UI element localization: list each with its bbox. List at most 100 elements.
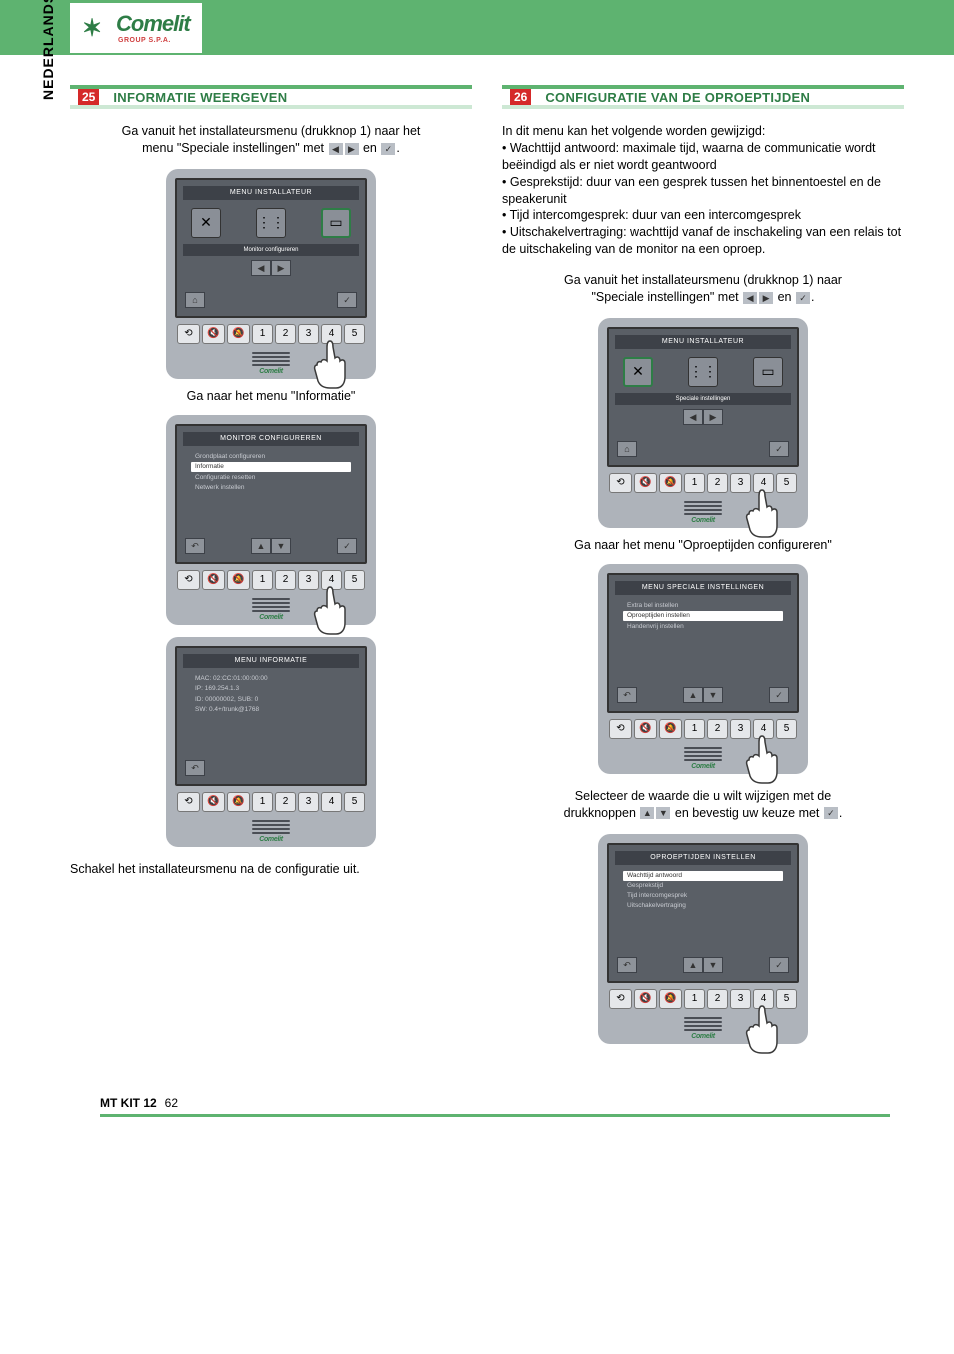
intro-text: Ga vanuit het installateursmenu (drukkno… <box>70 123 472 157</box>
section-header: 25 INFORMATIE WEERGEVEN <box>70 85 472 109</box>
page-footer: MT KIT 12 62 <box>0 1094 954 1137</box>
check-nav-icon: ✓ <box>337 292 357 308</box>
softkey-icon: ⟲ <box>609 719 632 739</box>
menu-item: Grondplaat configureren <box>191 452 351 462</box>
screen-app-icon: ▭ <box>321 208 351 238</box>
screen-subbar: Monitor configureren <box>183 244 359 256</box>
menu-item: Netwerk instellen <box>191 482 351 492</box>
softkey-icon: ⟲ <box>609 989 632 1009</box>
screen-app-icon: ▭ <box>753 357 783 387</box>
softkey-icon: 🔇 <box>202 792 225 812</box>
speaker-icon <box>684 1017 722 1031</box>
language-tab: NEDERLANDS <box>40 0 56 100</box>
footer-doc: MT KIT 12 <box>100 1096 157 1110</box>
right-arrow-icon: ▶ <box>345 143 359 155</box>
bullet-item: • Wachttijd antwoord: maximale tijd, waa… <box>502 140 904 174</box>
menu-item: Oproeptijden instellen <box>623 611 783 621</box>
nav-up-icon: ▲ <box>251 538 271 554</box>
check-nav-icon: ✓ <box>769 687 789 703</box>
softkey-icon: ⟲ <box>177 324 200 344</box>
screen-title: MENU INSTALLATEUR <box>183 186 359 200</box>
right-arrow-icon: ▶ <box>759 292 773 304</box>
device-brand: Comelit <box>175 614 367 621</box>
home-nav-icon: ⌂ <box>185 292 205 308</box>
device-brand: Comelit <box>607 1033 799 1040</box>
softkey-number: 1 <box>684 719 705 739</box>
nav-right-icon: ▶ <box>271 260 291 276</box>
softkey-number: 2 <box>275 324 296 344</box>
softkey-number: 1 <box>684 473 705 493</box>
softkey-number: 5 <box>776 989 797 1009</box>
device-screen: MONITOR CONFIGUREREN Grondplaat configur… <box>175 424 367 564</box>
softkey-number: 5 <box>344 570 365 590</box>
softkey-number: 5 <box>344 792 365 812</box>
softkey-number: 1 <box>252 792 273 812</box>
info-line: SW: 0.4+/trunk@1768 <box>191 704 351 714</box>
nav-up-icon: ▲ <box>683 957 703 973</box>
section-number: 25 <box>78 89 99 105</box>
softkey-number: 2 <box>707 473 728 493</box>
softkey-icon: 🔕 <box>227 570 250 590</box>
softkey-number: 2 <box>707 989 728 1009</box>
speaker-icon <box>252 352 290 366</box>
softkey-icon: 🔇 <box>634 719 657 739</box>
info-line: ID: 00000002, SUB: 0 <box>191 694 351 704</box>
footer-page: 62 <box>165 1096 178 1110</box>
softkey-icon: ⟲ <box>177 792 200 812</box>
screen-app-icon: ⋮⋮ <box>688 357 718 387</box>
softkey-icon: 🔇 <box>202 324 225 344</box>
left-arrow-icon: ◀ <box>743 292 757 304</box>
menu-item: Gesprekstijd <box>623 881 783 891</box>
finger-pointer-icon <box>312 585 348 635</box>
right-column: 26 CONFIGURATIE VAN DE OPROEPTIJDEN In d… <box>502 85 904 1054</box>
speaker-icon <box>684 501 722 515</box>
softkey-number: 4 <box>321 570 342 590</box>
brand-sub: GROUP S.P.A. <box>118 37 190 44</box>
device-screen: MENU INFORMATIE MAC: 02:CC:01:00:00:00IP… <box>175 646 367 786</box>
info-line: IP: 169.254.1.3 <box>191 684 351 694</box>
softkey-number: 1 <box>684 989 705 1009</box>
softkey-icon: ⟲ <box>177 570 200 590</box>
nav-down-icon: ▼ <box>703 687 723 703</box>
screen-subbar: Speciale instellingen <box>615 393 791 405</box>
device-mockup: OPROEPTIJDEN INSTELLEN Wachttijd antwoor… <box>598 834 808 1044</box>
softkey-number: 2 <box>707 719 728 739</box>
menu-item: Wachttijd antwoord <box>623 871 783 881</box>
section-number: 26 <box>510 89 531 105</box>
device-mockup: MENU INSTALLATEUR ✕⋮⋮▭ Monitor configure… <box>166 169 376 379</box>
speaker-icon <box>252 820 290 834</box>
logo-mark-icon: ✶ <box>82 14 110 42</box>
screen-title: MONITOR CONFIGUREREN <box>183 432 359 446</box>
screen-title: MENU INFORMATIE <box>183 654 359 668</box>
softkey-number: 2 <box>275 792 296 812</box>
screen-app-icon: ✕ <box>191 208 221 238</box>
section-title: CONFIGURATIE VAN DE OPROEPTIJDEN <box>545 90 810 105</box>
info-line: MAC: 02:CC:01:00:00:00 <box>191 674 351 684</box>
device-brand: Comelit <box>175 368 367 375</box>
softkey-icon: 🔕 <box>659 719 682 739</box>
back-nav-icon: ↶ <box>617 957 637 973</box>
final-note: Schakel het installateursmenu na de conf… <box>70 861 472 878</box>
finger-pointer-icon <box>744 1004 780 1054</box>
footer-rule <box>100 1114 890 1117</box>
intro-text: In dit menu kan het volgende worden gewi… <box>502 123 904 258</box>
menu-item: Informatie <box>191 462 351 472</box>
softkey-number: 2 <box>275 570 296 590</box>
screen-title: OPROEPTIJDEN INSTELLEN <box>615 851 791 865</box>
softkey-icon: 🔕 <box>659 473 682 493</box>
device-mockup: MENU SPECIALE INSTELLINGEN Extra bel ins… <box>598 564 808 774</box>
check-icon: ✓ <box>381 143 395 155</box>
nav-left-icon: ◀ <box>251 260 271 276</box>
softkey-number: 1 <box>252 570 273 590</box>
header-bar: ✶ Comelit GROUP S.P.A. <box>0 0 954 55</box>
menu-item: Configuratie resetten <box>191 472 351 482</box>
finger-pointer-icon <box>744 734 780 784</box>
check-nav-icon: ✓ <box>769 441 789 457</box>
nav-right-icon: ▶ <box>703 409 723 425</box>
softkey-number: 3 <box>730 989 751 1009</box>
brand-logo: ✶ Comelit GROUP S.P.A. <box>70 3 202 53</box>
bullet-item: • Gesprekstijd: duur van een gesprek tus… <box>502 174 904 208</box>
softkey-number: 3 <box>298 792 319 812</box>
back-nav-icon: ↶ <box>185 760 205 776</box>
screen-title: MENU INSTALLATEUR <box>615 335 791 349</box>
